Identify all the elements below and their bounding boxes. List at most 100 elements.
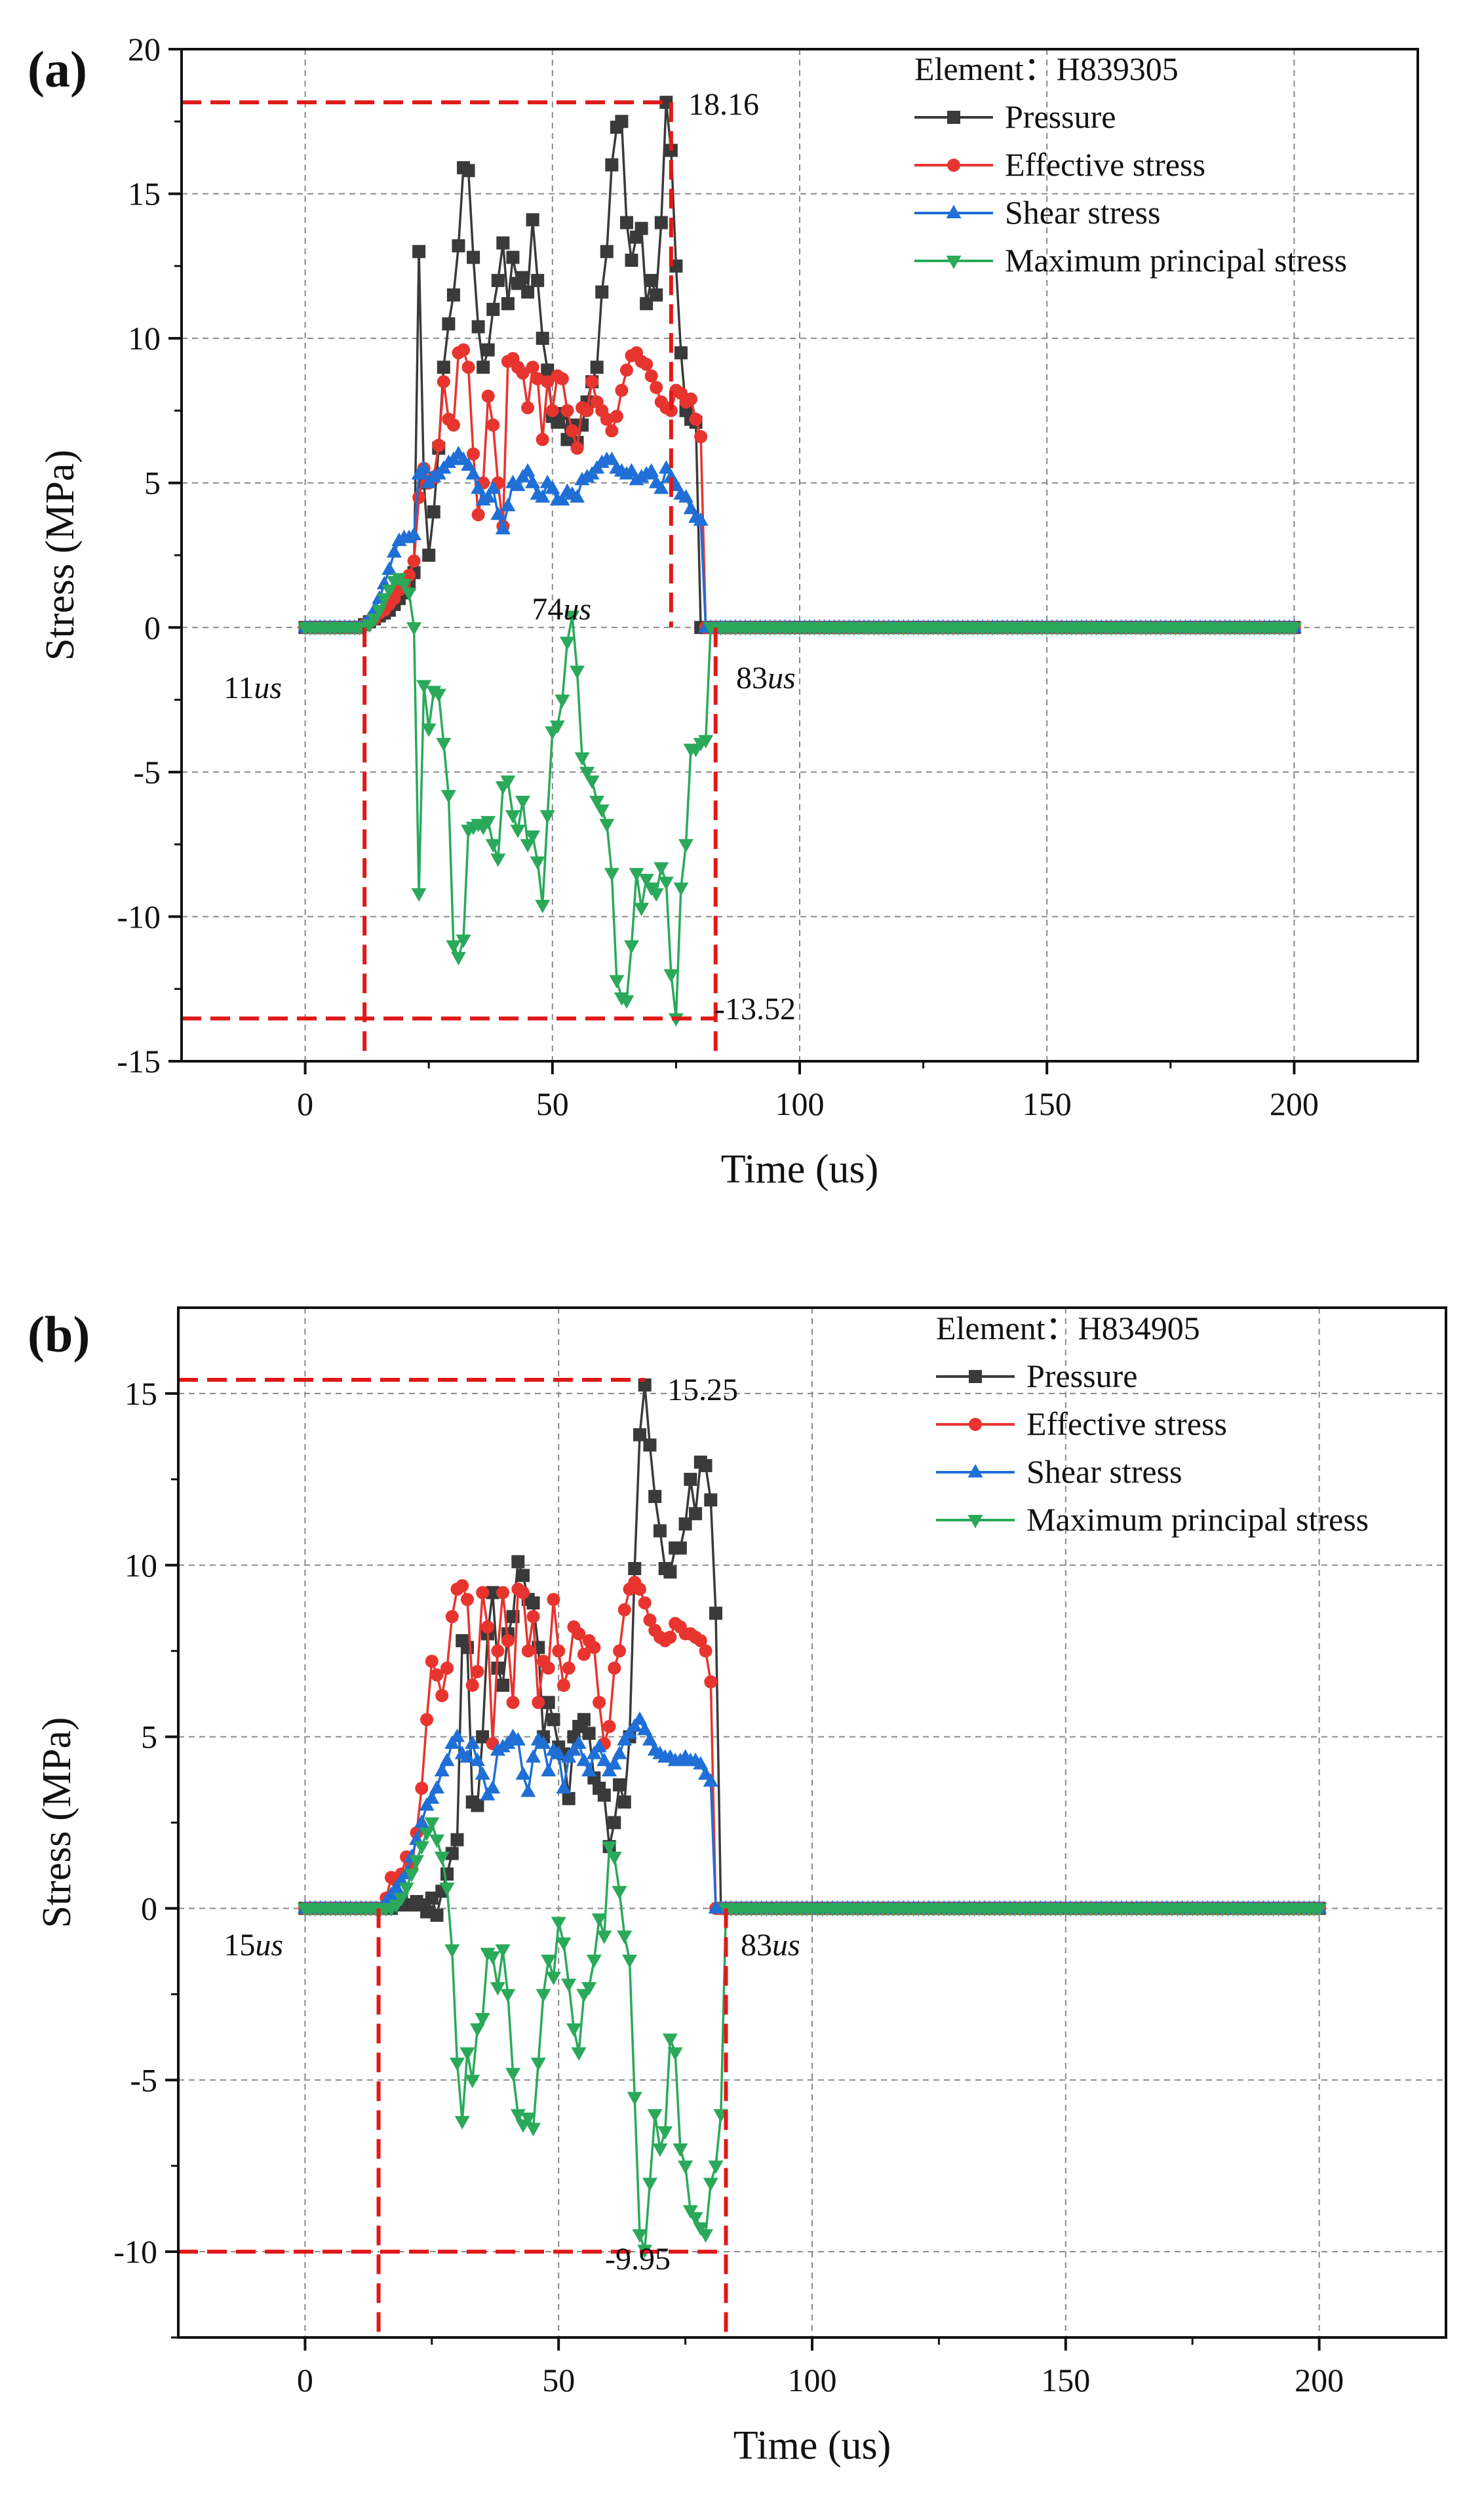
data-point (615, 383, 629, 397)
data-point (404, 1869, 420, 1883)
data-point (434, 1763, 450, 1776)
data-point (420, 1905, 434, 1919)
data-point (637, 1721, 653, 1736)
data-point (708, 2160, 724, 2174)
data-point (511, 1555, 525, 1569)
legend: Element：H834905 Pressure Effective stress S… (936, 1310, 1369, 1538)
annotation-end-time: 83us (741, 1928, 800, 1963)
data-point (541, 1696, 555, 1710)
data-point (480, 1787, 496, 1801)
data-point (471, 1799, 484, 1812)
y-tick-label: 5 (141, 1719, 157, 1755)
data-point (643, 1438, 657, 1452)
y-tick-label: -15 (117, 1043, 161, 1080)
data-point (465, 1679, 479, 1692)
data-point (610, 410, 623, 423)
data-point (481, 343, 495, 357)
data-point (461, 361, 475, 374)
data-point (551, 1917, 566, 1930)
annotation-number: 83 (736, 661, 768, 695)
data-point (486, 418, 500, 432)
data-point (530, 2058, 546, 2071)
data-point (411, 888, 427, 902)
data-point (459, 2047, 475, 2061)
data-point (619, 216, 633, 229)
data-point (653, 1524, 667, 1538)
data-point (444, 1735, 460, 1749)
data-point (495, 520, 511, 535)
data-point (439, 1752, 455, 1767)
data-point (644, 463, 659, 477)
data-point (516, 271, 530, 284)
data-point (608, 1816, 621, 1829)
data-point (625, 254, 638, 267)
data-point (399, 1882, 414, 1896)
data-point (485, 839, 501, 853)
data-point (526, 361, 539, 374)
data-point (434, 1851, 450, 1866)
data-point (424, 1817, 440, 1831)
data-point (629, 868, 644, 882)
data-point (584, 775, 600, 789)
data-point (437, 361, 450, 374)
data-point (456, 934, 471, 948)
data-point (581, 1763, 597, 1776)
data-point (541, 363, 555, 377)
data-point (684, 1472, 697, 1486)
data-point (444, 1944, 460, 1958)
data-point (407, 554, 421, 568)
guide-lines (182, 100, 718, 1061)
y-tick-label: 15 (125, 1375, 157, 1412)
data-point (396, 579, 412, 593)
data-point (572, 1627, 586, 1641)
data-point (605, 158, 619, 172)
data-point (617, 1603, 631, 1616)
data-point (555, 372, 569, 385)
data-point (698, 735, 714, 749)
data-point (526, 1596, 540, 1610)
data-point (599, 819, 615, 832)
data-point (555, 694, 570, 709)
data-point (393, 1892, 409, 1907)
data-point (469, 2023, 485, 2037)
x-tick-label: 100 (788, 2362, 837, 2398)
data-point (556, 1780, 572, 1794)
data-point (517, 1569, 530, 1582)
data-point (510, 2109, 526, 2123)
data-point (505, 810, 520, 824)
data-point (658, 460, 674, 474)
data-point (547, 1593, 560, 1607)
data-point (612, 1746, 627, 1759)
data-point (416, 460, 432, 474)
legend-marker (969, 1418, 982, 1431)
data-point (627, 1718, 642, 1732)
y-tick-label: 15 (128, 176, 161, 212)
data-point (585, 375, 599, 389)
data-point (545, 480, 560, 494)
data-point (520, 463, 536, 477)
data-point (480, 1620, 494, 1634)
data-point (545, 404, 559, 418)
data-point (1312, 1903, 1327, 1917)
x-tick-label: 0 (297, 1085, 313, 1122)
y-axis-title: Stress (MPa) (35, 1717, 79, 1928)
data-point (624, 940, 640, 954)
data-point (449, 2058, 465, 2071)
data-point (420, 1713, 434, 1727)
data-point (445, 1847, 459, 1860)
data-point (590, 361, 604, 374)
legend-label: Effective stress (1026, 1405, 1227, 1442)
annotation-unit: us (255, 1928, 283, 1963)
ticks: 0 50 100 150 200 -10 -5 0 5 10 15 (113, 1375, 1344, 2398)
data-point (506, 250, 520, 264)
data-point (613, 1778, 627, 1791)
data-point (414, 1841, 429, 1855)
data-point (461, 457, 477, 471)
annotation-unit: us (768, 661, 796, 695)
data-point (446, 940, 461, 954)
data-point (574, 752, 590, 766)
data-point (662, 2033, 678, 2047)
data-point (481, 389, 495, 403)
data-point (526, 2122, 541, 2137)
